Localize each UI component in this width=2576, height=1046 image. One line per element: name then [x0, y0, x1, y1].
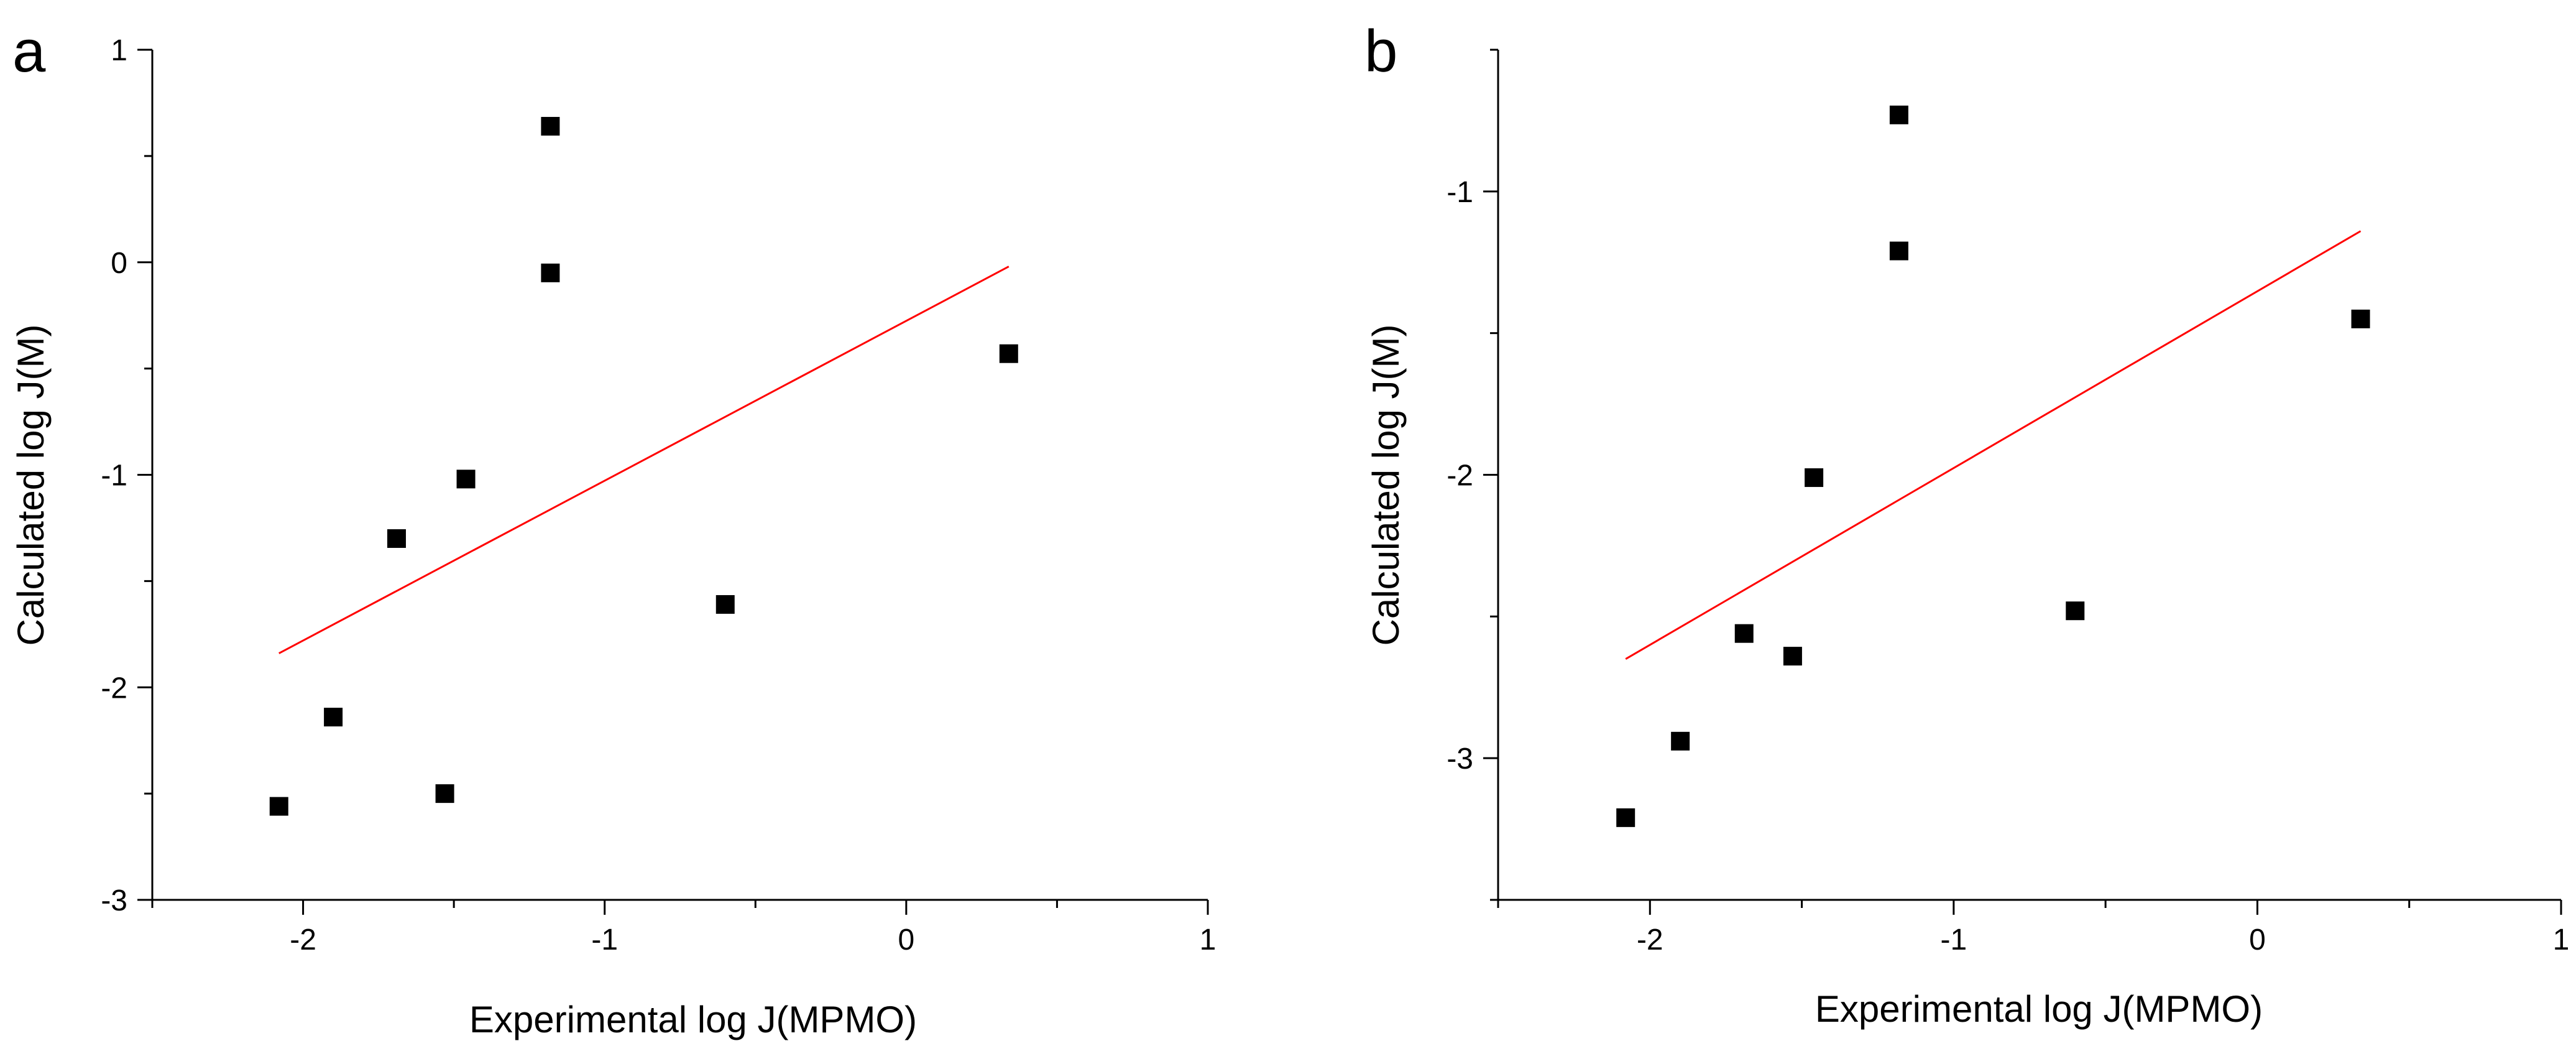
data-point-b	[1889, 105, 1908, 124]
y-tick-label-b: -1	[1447, 176, 1473, 209]
data-point-b	[1616, 808, 1635, 827]
y-tick-label-b: -3	[1447, 743, 1473, 775]
x-tick-label-b: -1	[1941, 923, 1967, 956]
panel-letter-b: b	[1364, 18, 1397, 85]
x-axis-title-b: Experimental log J(MPMO)	[1815, 988, 2263, 1030]
data-point-a	[541, 263, 560, 282]
data-point-b	[1783, 647, 1802, 666]
data-point-b	[2351, 309, 2370, 328]
y-tick-label-a: -3	[101, 884, 127, 917]
y-tick-label-b: -2	[1447, 460, 1473, 493]
data-point-b	[1805, 468, 1824, 488]
fit-line-b-group	[1625, 230, 2362, 660]
y-tick-label-a: -2	[101, 672, 127, 705]
x-tick-label-b: 0	[2249, 923, 2266, 956]
data-point-a	[324, 708, 343, 727]
data-point-b	[1889, 241, 1908, 261]
data-point-b	[2066, 601, 2085, 621]
data-point-b	[1734, 624, 1754, 643]
axes-b: -2 -1 0 1 -3 -2 -1	[1447, 49, 2570, 956]
x-tick-label-b: 1	[2553, 923, 2570, 956]
x-tick-label-a: 0	[898, 923, 915, 956]
x-tick-label-a: -2	[290, 923, 316, 956]
fit-line-a-group	[278, 266, 1010, 654]
y-axis-title-b: Calculated log J(M)	[1365, 325, 1407, 646]
y-axis-title-a: Calculated log J(M)	[10, 325, 52, 646]
x-tick-label-b: -2	[1637, 923, 1663, 956]
fit-line-a	[278, 266, 1010, 654]
panel-b: b -2 -1 0 1-3-2-1 Experimental log J(MPMO) …	[1364, 18, 2569, 1030]
data-point-a	[541, 117, 560, 136]
x-axis-title-a: Experimental log J(MPMO)	[469, 999, 917, 1040]
axes-a: -2 -1 0 1 -3 -2 -1 0 1	[101, 34, 1216, 956]
data-point-a	[435, 784, 454, 803]
data-point-a	[387, 529, 406, 548]
y-tick-label-a: 1	[111, 34, 127, 67]
y-tick-label-a: 0	[111, 247, 127, 280]
scatter-points-a	[269, 117, 1018, 816]
data-point-a	[999, 344, 1018, 363]
fit-line-b	[1625, 230, 2362, 660]
data-point-a	[715, 595, 735, 614]
panel-letter-a: a	[12, 18, 46, 85]
data-point-a	[269, 797, 288, 816]
x-tick-label-a: 1	[1200, 923, 1217, 956]
data-point-a	[456, 470, 476, 489]
y-tick-label-a: -1	[101, 460, 127, 493]
data-point-b	[1671, 731, 1690, 751]
scatter-points-b	[1616, 105, 2370, 827]
x-tick-label-a: -1	[591, 923, 618, 956]
panel-a: a -2 -1 0 1 -3 -2 -1 0 1 Experimental log J(MPMO…	[10, 18, 1216, 1040]
